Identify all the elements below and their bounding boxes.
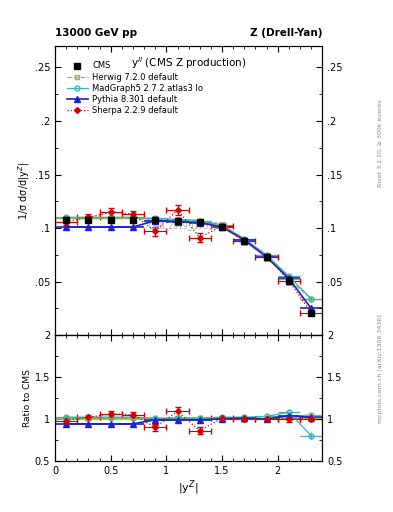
Text: mcplots.cern.ch [arXiv:1306.3436]: mcplots.cern.ch [arXiv:1306.3436] [378,314,383,423]
Y-axis label: Ratio to CMS: Ratio to CMS [23,369,32,427]
Text: Z (Drell-Yan): Z (Drell-Yan) [250,28,322,38]
Legend: CMS, Herwig 7.2.0 default, MadGraph5 2.7.2.atlas3 lo, Pythia 8.301 default, Sher: CMS, Herwig 7.2.0 default, MadGraph5 2.7… [64,59,206,117]
Text: 13000 GeV pp: 13000 GeV pp [55,28,137,38]
X-axis label: |y$^Z$|: |y$^Z$| [178,478,199,497]
Text: CMS_2019_I1753680: CMS_2019_I1753680 [149,221,228,230]
Y-axis label: 1/σ dσ/d|y$^Z$|: 1/σ dσ/d|y$^Z$| [16,161,32,220]
Text: Rivet 3.1.10, ≥ 300k events: Rivet 3.1.10, ≥ 300k events [378,99,383,187]
Text: y$^{ll}$ (CMS Z production): y$^{ll}$ (CMS Z production) [131,55,246,71]
